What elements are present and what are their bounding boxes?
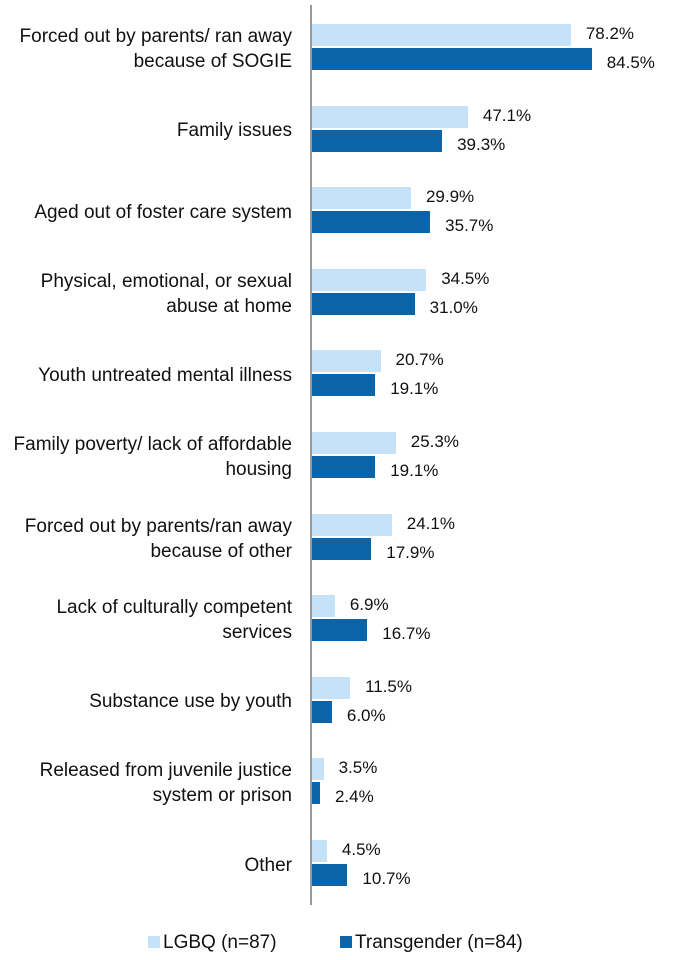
value-label: 3.5%: [338, 758, 378, 778]
bar: [312, 864, 348, 886]
legend-label: LGBQ (n=87): [163, 932, 277, 953]
value-label: 25.3%: [410, 432, 459, 451]
value-label: 2.4%: [334, 787, 374, 807]
value-label: 31.0%: [429, 297, 478, 317]
bar: [312, 105, 468, 128]
bar: [312, 48, 592, 70]
value-label: 6.9%: [349, 595, 389, 615]
value-label: 16.7%: [382, 624, 431, 644]
value-label: 20.7%: [395, 350, 444, 370]
legend-swatch: [340, 936, 352, 948]
bar: [312, 758, 324, 781]
bar: [312, 513, 392, 536]
category-label: Forced out by parents/ran away because o…: [24, 515, 292, 562]
category-label: Family poverty/ lack of affordable housi…: [13, 434, 292, 480]
value-label: 10.7%: [362, 869, 411, 888]
axis-line: [310, 5, 312, 905]
value-label: 17.9%: [386, 542, 435, 562]
value-label: 11.5%: [365, 676, 413, 696]
value-label: 78.2%: [585, 24, 635, 43]
value-label: 35.7%: [445, 216, 494, 236]
bar: [312, 350, 381, 373]
value-label: 47.1%: [482, 105, 532, 125]
category-label: Other: [244, 854, 292, 876]
bar: [312, 619, 368, 642]
bar: [312, 24, 571, 46]
bar: [312, 676, 351, 699]
bar: [312, 840, 327, 862]
value-label: 19.1%: [390, 379, 439, 399]
category-label: Forced out by parents/ ran away because …: [19, 26, 292, 72]
bar: [312, 595, 335, 618]
bar: [312, 700, 332, 723]
value-label: 29.9%: [425, 187, 475, 207]
legend-swatch: [148, 936, 160, 948]
category-label: Family issues: [176, 120, 292, 142]
bar: [312, 432, 396, 454]
bar: [312, 782, 320, 805]
category-label: Released from juvenile justice system or…: [39, 760, 292, 807]
category-label: Youth untreated mental illness: [38, 364, 292, 386]
bar: [312, 268, 427, 291]
value-label: 84.5%: [606, 53, 655, 72]
bar: [312, 187, 411, 210]
value-label: 4.5%: [341, 840, 381, 859]
value-label: 39.3%: [457, 134, 506, 154]
bar: [312, 374, 376, 397]
bar: [312, 211, 431, 234]
category-label: Physical, emotional, or sexual abuse at …: [40, 270, 292, 317]
category-label: Lack of culturally competent services: [56, 597, 292, 644]
bar: [312, 292, 415, 315]
value-label: 19.1%: [390, 461, 439, 480]
category-label: Aged out of foster care system: [34, 201, 292, 223]
category-label: Substance use by youth: [89, 691, 292, 713]
legend-label: Transgender (n=84): [355, 932, 523, 953]
bar: [312, 456, 376, 478]
value-label: 24.1%: [406, 513, 455, 533]
bar: [312, 129, 443, 152]
value-label: 6.0%: [346, 705, 386, 725]
bar: [312, 537, 372, 560]
value-label: 34.5%: [441, 268, 490, 288]
